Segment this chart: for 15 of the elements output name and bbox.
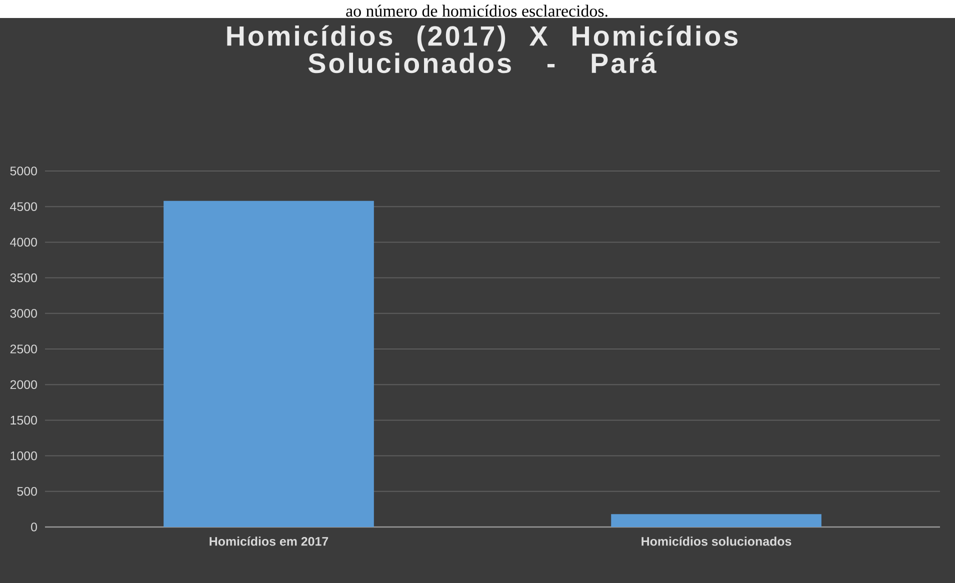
chart-title: Homicídios (2017) X Homicídios Solucionados - Pará	[227, 25, 738, 74]
y-tick-label: 1500	[10, 416, 37, 425]
y-tick-label: 2000	[10, 380, 37, 390]
y-tick-label: 0	[31, 522, 37, 532]
y-tick-label: 3500	[10, 273, 37, 282]
x-tick-label: Homicídios solucionados	[642, 536, 792, 546]
text: ao número de homicídios esclarecidos.	[346, 4, 608, 17]
y-tick-label: 4000	[10, 238, 37, 247]
x-tick-label: Homicídios em 2017	[210, 536, 328, 546]
y-tick-label: 2500	[10, 344, 37, 354]
y-tick-label: 4500	[10, 202, 37, 212]
y-tick-label: 1000	[10, 451, 37, 460]
y-tick-label: 3000	[10, 309, 37, 318]
y-tick-label: 5000	[10, 166, 37, 176]
y-tick-label: 500	[17, 487, 37, 496]
